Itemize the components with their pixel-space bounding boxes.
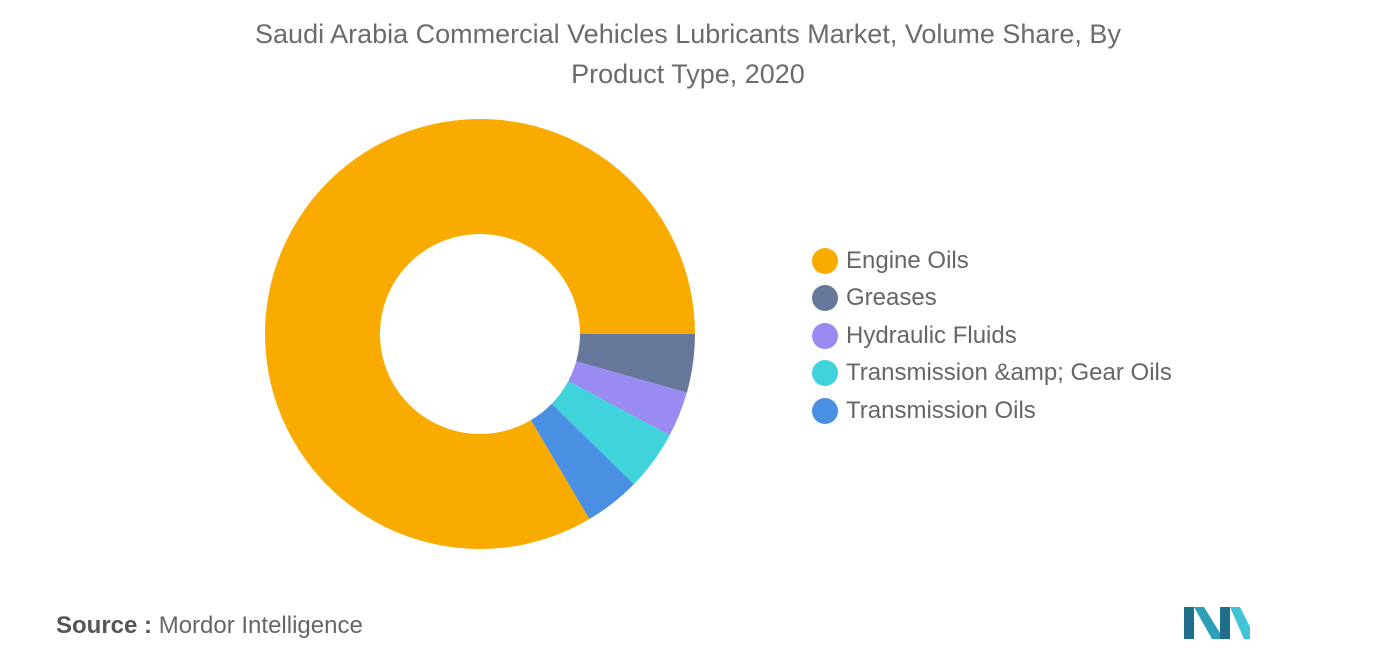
legend-item-4: Transmission Oils	[812, 392, 1172, 430]
legend-item-2: Hydraulic Fluids	[812, 317, 1172, 355]
legend-swatch-0	[812, 247, 838, 274]
pie-slice-3	[551, 381, 670, 485]
legend-item-1: Greases	[812, 280, 1172, 318]
pie-slice-4	[530, 403, 634, 520]
legend-swatch-3	[812, 360, 838, 387]
chart-legend: Engine Oils Greases Hydraulic Fluids Transm…	[812, 242, 1172, 430]
legend-item-0: Engine Oils	[812, 242, 1172, 280]
mordor-intelligence-logo-icon	[1184, 607, 1250, 639]
chart-title: Saudi Arabia Commercial Vehicles Lubrica…	[0, 14, 1376, 94]
source-value: Mordor Intelligence	[158, 612, 363, 639]
legend-swatch-2	[812, 322, 838, 349]
pie-slice-1	[576, 334, 695, 393]
source-note: Source : Mordor Intelligence	[56, 612, 363, 640]
legend-item-3: Transmission &amp; Gear Oils	[812, 355, 1172, 393]
chart-title-line-1: Saudi Arabia Commercial Vehicles Lubrica…	[255, 19, 1121, 49]
chart-title-line-2: Product Type, 2020	[571, 59, 805, 89]
legend-label-4: Transmission Oils	[846, 396, 1036, 424]
pie-slice-0	[264, 118, 695, 549]
legend-label-1: Greases	[846, 284, 937, 312]
legend-label-2: Hydraulic Fluids	[846, 321, 1017, 349]
source-label: Source :	[56, 612, 153, 639]
pie-slice-2	[568, 361, 687, 436]
legend-swatch-1	[812, 285, 838, 312]
legend-label-0: Engine Oils	[846, 246, 969, 274]
legend-swatch-4	[812, 397, 838, 424]
legend-label-3: Transmission &amp; Gear Oils	[846, 359, 1172, 387]
